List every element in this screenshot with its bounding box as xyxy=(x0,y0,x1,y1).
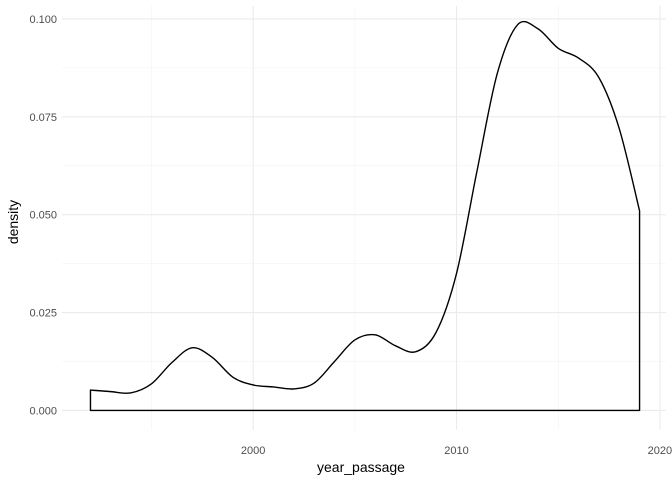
x-tick-label: 2010 xyxy=(444,445,468,457)
y-tick-label: 0.075 xyxy=(29,112,57,124)
density-marks xyxy=(89,20,641,412)
x-tick-label: 2020 xyxy=(648,445,672,457)
y-axis-title: density xyxy=(5,200,21,244)
y-tick-label: 0.025 xyxy=(29,308,57,320)
y-tick-label: 0.000 xyxy=(29,405,57,417)
density-curve xyxy=(89,20,641,412)
x-tick-label: 2000 xyxy=(241,445,265,457)
x-axis-title: year_passage xyxy=(317,459,405,475)
tick-labels: 2000 2010 2020 0.000 0.025 0.050 0.075 0.100 xyxy=(29,14,672,457)
grid-lines xyxy=(62,6,666,430)
y-tick-label: 0.100 xyxy=(29,14,57,26)
y-tick-label: 0.050 xyxy=(29,210,57,222)
